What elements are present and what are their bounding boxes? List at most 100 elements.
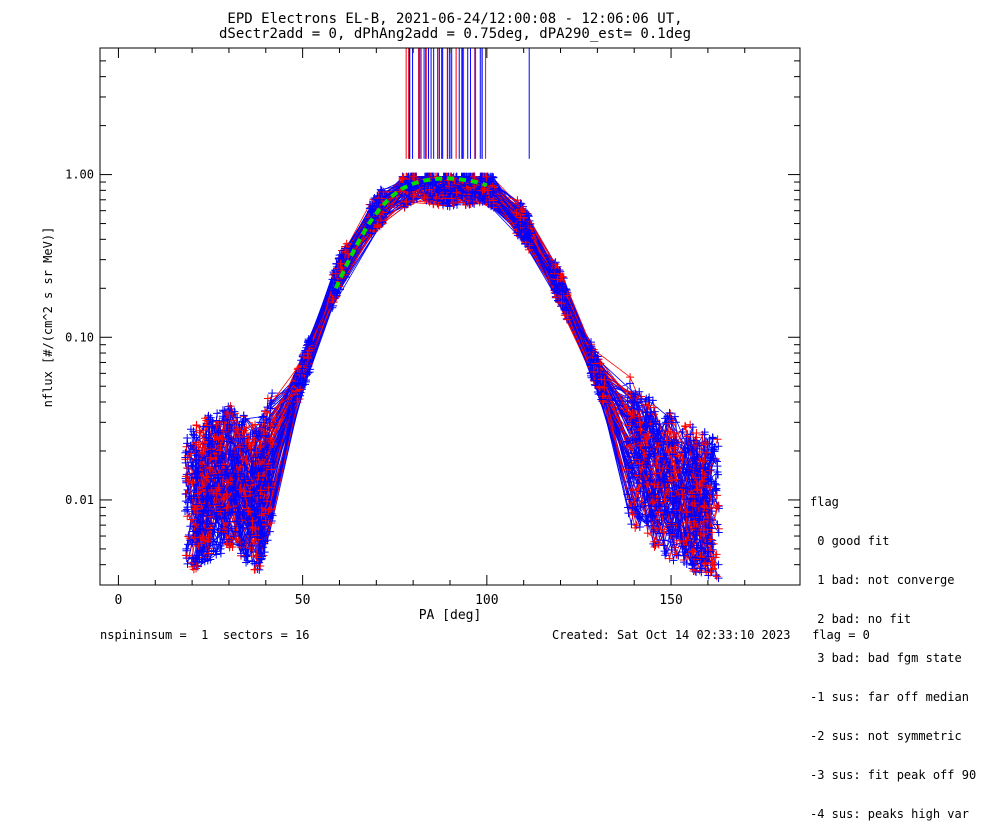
flux-point: [635, 436, 644, 445]
flux-point: [686, 482, 695, 491]
flux-point: [563, 300, 572, 309]
flux-point: [667, 518, 676, 527]
flux-point: [189, 527, 198, 536]
flux-point: [206, 524, 215, 533]
flux-point: [655, 484, 664, 493]
flux-point: [242, 456, 251, 465]
flux-point: [593, 352, 602, 361]
flux-point: [214, 428, 223, 437]
flux-point: [194, 456, 203, 465]
flux-point: [660, 510, 669, 519]
flux-point: [652, 459, 661, 468]
flux-point: [703, 539, 712, 548]
flux-point: [210, 457, 219, 466]
flux-point: [562, 284, 571, 293]
flux-point: [625, 442, 634, 451]
flux-point: [680, 443, 689, 452]
flux-point: [516, 228, 525, 237]
flux-point: [409, 190, 418, 199]
flux-point: [674, 529, 683, 538]
flux-point: [654, 434, 663, 443]
flux-point: [216, 439, 225, 448]
legend-entry: 0 good fit: [810, 534, 890, 548]
flux-point: [690, 520, 699, 529]
flux-point: [525, 220, 534, 229]
flux-point: [663, 436, 672, 445]
flux-point: [526, 235, 535, 244]
flux-point: [624, 461, 633, 470]
flux-point: [409, 172, 418, 181]
flux-point: [641, 397, 650, 406]
flux-point: [246, 442, 255, 451]
flux-point: [700, 471, 709, 480]
flux-point: [704, 547, 713, 556]
flux-point: [646, 510, 655, 519]
flux-point: [202, 473, 211, 482]
flux-point: [635, 459, 644, 468]
flux-point: [246, 508, 255, 517]
flux-point: [268, 458, 277, 467]
flux-point: [630, 397, 639, 406]
flux-point: [223, 428, 232, 437]
flux-point: [257, 425, 266, 434]
flux-point: [227, 435, 236, 444]
flux-point: [220, 508, 229, 517]
flux-point: [328, 294, 337, 303]
flux-point: [665, 448, 674, 457]
flux-point: [229, 416, 238, 425]
flux-point: [700, 490, 709, 499]
flux-point: [205, 463, 214, 472]
flux-point: [434, 200, 443, 209]
flux-point: [628, 398, 637, 407]
flux-point: [520, 227, 529, 236]
flux-point: [688, 446, 697, 455]
flux-point: [190, 533, 199, 542]
flux-point: [706, 535, 715, 544]
flux-point: [680, 512, 689, 521]
flux-point: [336, 259, 345, 268]
flux-point: [667, 492, 676, 501]
fit-curve: [333, 176, 488, 290]
flux-point: [216, 441, 225, 450]
flux-point: [236, 485, 245, 494]
flux-point: [188, 562, 197, 571]
flux-point: [695, 516, 704, 525]
flux-point: [587, 346, 596, 355]
flux-point: [372, 199, 381, 208]
fit-line: [333, 176, 488, 290]
flux-point: [713, 468, 722, 477]
flux-point: [238, 455, 247, 464]
flux-point: [643, 517, 652, 526]
flux-point: [692, 450, 701, 459]
flux-point: [667, 520, 676, 529]
flux-point: [712, 484, 721, 493]
flux-point: [186, 425, 195, 434]
flux-point: [263, 454, 272, 463]
flux-point: [681, 422, 690, 431]
flux-point: [698, 477, 707, 486]
flux-point: [697, 554, 706, 563]
flux-point: [192, 433, 201, 442]
flux-point: [649, 539, 658, 548]
flux-point: [557, 280, 566, 289]
flux-point: [243, 556, 252, 565]
flux-point: [182, 551, 191, 560]
flux-point: [260, 548, 269, 557]
flux-point: [708, 490, 717, 499]
flux-point: [303, 350, 312, 359]
flux-point: [703, 439, 712, 448]
flux-point: [649, 527, 658, 536]
flux-point: [689, 547, 698, 556]
x-tick-label: 100: [475, 593, 498, 608]
flux-point: [699, 530, 708, 539]
flux-point: [241, 492, 250, 501]
flux-point: [687, 512, 696, 521]
flux-point: [267, 477, 276, 486]
flux-point: [220, 491, 229, 500]
flux-point: [262, 445, 271, 454]
flux-point: [655, 419, 664, 428]
flux-point: [203, 511, 212, 520]
flux-point: [713, 491, 722, 500]
flux-point: [672, 438, 681, 447]
flux-point: [223, 503, 232, 512]
